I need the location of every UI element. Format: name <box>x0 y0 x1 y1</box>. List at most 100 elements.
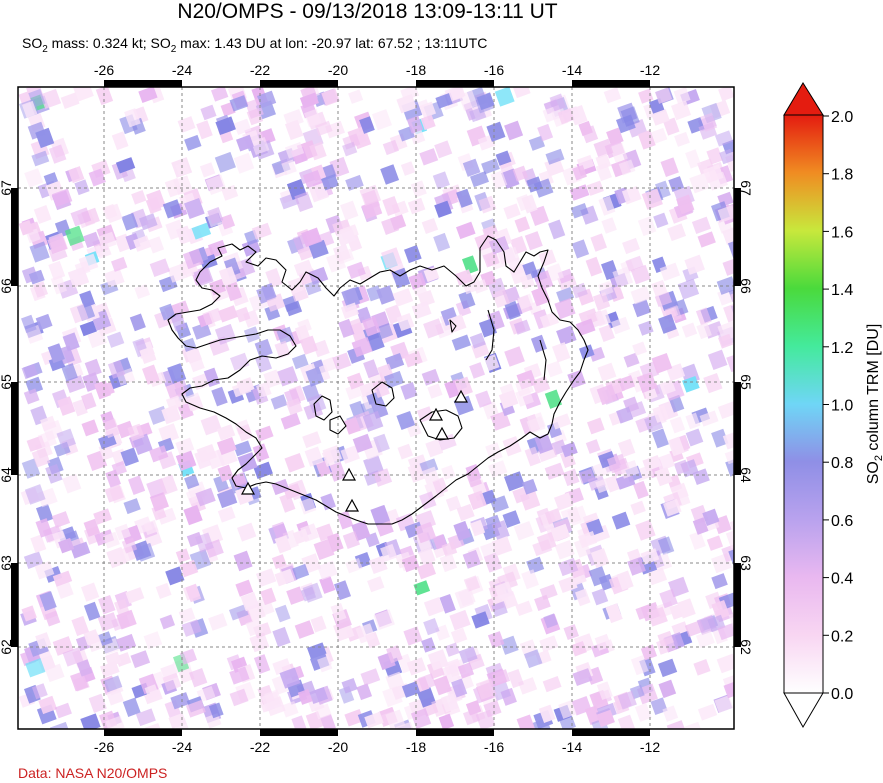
so2-pixel <box>638 320 654 336</box>
so2-pixel <box>433 675 452 696</box>
so2-pixel <box>443 658 463 676</box>
so2-pixel <box>491 520 510 541</box>
so2-pixel <box>191 222 212 240</box>
so2-pixel <box>380 543 398 562</box>
so2-pixel <box>304 279 322 296</box>
so2-pixel <box>84 358 102 378</box>
so2-pixel <box>122 697 141 717</box>
so2-pixel <box>400 382 418 400</box>
so2-pixel <box>370 504 391 526</box>
so2-pixel <box>51 188 73 207</box>
so2-pixel <box>319 575 336 594</box>
so2-pixel <box>23 551 44 570</box>
so2-pixel <box>284 141 305 159</box>
so2-pixel <box>386 645 403 664</box>
colorbar-max-arrow <box>783 82 824 116</box>
so2-pixel <box>76 659 93 677</box>
lat-tick: 63 <box>0 555 14 571</box>
so2-pixel <box>673 87 691 105</box>
so2-pixel <box>104 484 125 503</box>
lon-tick: -16 <box>484 739 504 755</box>
so2-pixel <box>309 141 327 161</box>
so2-pixel <box>173 175 193 196</box>
so2-pixel <box>491 669 511 687</box>
so2-pixel <box>175 161 190 177</box>
so2-pixel <box>245 98 264 119</box>
colorbar-tick-label: 0.6 <box>831 513 853 530</box>
so2-pixel <box>724 449 734 465</box>
so2-pixel <box>581 125 599 144</box>
so2-pixel <box>616 406 634 424</box>
so2-pixel <box>229 95 249 112</box>
so2-pixel <box>73 87 94 102</box>
so2-pixel <box>427 649 449 671</box>
so2-pixel <box>725 528 734 549</box>
so2-pixel <box>632 299 652 318</box>
so2-pixel <box>229 604 249 621</box>
so2-pixel <box>21 605 37 622</box>
map-title: N20/OMPS - 09/13/2018 13:09-13:11 UT <box>177 0 558 23</box>
lon-tick: -24 <box>172 739 192 755</box>
so2-pixel <box>175 450 197 471</box>
so2-pixel <box>363 455 384 476</box>
so2-pixel <box>166 395 183 411</box>
so2-pixel <box>717 622 734 641</box>
so2-pixel <box>280 412 301 430</box>
lon-tick: -26 <box>94 739 114 755</box>
colorbar-gradient <box>783 114 824 694</box>
so2-pixel <box>292 528 310 545</box>
so2-pixel <box>697 703 718 721</box>
so2-pixel <box>617 714 636 729</box>
lon-tick: -12 <box>640 739 660 755</box>
so2-pixel <box>362 410 384 432</box>
lat-tick: 62 <box>738 639 754 655</box>
so2-pixel <box>554 298 576 320</box>
so2-pixel <box>685 149 702 169</box>
so2-pixel <box>107 331 125 348</box>
so2-pixel <box>67 266 90 289</box>
so2-pixel <box>175 437 195 455</box>
so2-pixel <box>25 658 46 678</box>
so2-pixel <box>299 497 317 515</box>
so2-pixel <box>420 114 436 131</box>
so2-pixel <box>591 588 609 606</box>
so2-pixel <box>88 168 106 187</box>
so2-pixel <box>83 601 101 621</box>
so2-pixel <box>205 174 227 195</box>
so2-pixel <box>148 236 165 254</box>
so2-pixel <box>135 708 156 727</box>
so2-pixel <box>482 251 499 268</box>
so2-pixel <box>575 588 591 607</box>
so2-pixel <box>507 668 524 689</box>
so2-pixel <box>700 112 718 132</box>
so2-pixel <box>528 135 546 151</box>
so2-pixel <box>202 307 223 326</box>
so2-pixel <box>586 518 604 537</box>
so2-pixel <box>623 352 640 368</box>
so2-pixel <box>534 433 554 454</box>
so2-pixel <box>384 370 405 389</box>
lon-tick: -24 <box>172 62 192 78</box>
so2-pixel <box>342 141 358 157</box>
so2-pixel <box>31 447 51 468</box>
so2-pixel <box>245 618 264 637</box>
so2-pixel <box>25 376 44 395</box>
so2-pixel <box>558 557 579 577</box>
so2-pixel <box>138 213 158 231</box>
so2-pixel <box>666 720 687 729</box>
so2-pixel <box>651 127 668 144</box>
so2-pixel <box>524 446 541 467</box>
lon-labels-top: -26 -24 -22 -20 -18 -16 -14 -12 <box>94 62 660 78</box>
so2-pixel <box>706 147 723 165</box>
colorbar-tick-label: 0.8 <box>831 455 853 472</box>
so2-pixel <box>654 466 673 487</box>
so2-pixel <box>285 119 304 141</box>
so2-pixel <box>35 313 53 331</box>
so2-pixel <box>179 648 198 665</box>
so2-pixel <box>432 477 449 496</box>
so2-pixel <box>142 364 160 385</box>
so2-pixel <box>585 256 603 277</box>
so2-pixel <box>396 410 416 430</box>
so2-pixel <box>635 604 653 620</box>
so2-pixel <box>478 318 498 338</box>
